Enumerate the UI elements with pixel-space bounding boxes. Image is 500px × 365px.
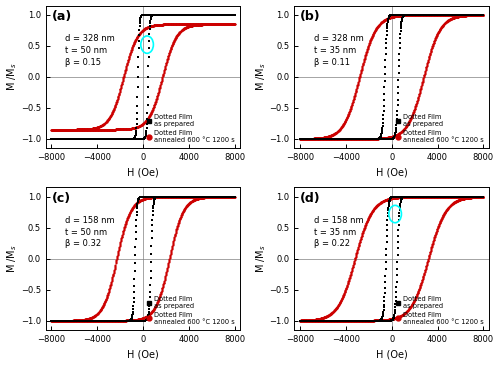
Text: (b): (b) [300, 10, 321, 23]
Y-axis label: M /M$_s$: M /M$_s$ [254, 244, 268, 273]
Text: d = 328 nm
t = 35 nm
β = 0.11: d = 328 nm t = 35 nm β = 0.11 [314, 34, 364, 67]
Y-axis label: M /M$_s$: M /M$_s$ [254, 62, 268, 91]
Legend: Dotted Film
as prepared, Dotted Film
annealed 600 °C 1200 s: Dotted Film as prepared, Dotted Film ann… [392, 112, 486, 146]
X-axis label: H (Oe): H (Oe) [376, 349, 408, 360]
Text: (c): (c) [52, 192, 70, 205]
Y-axis label: M /M$_s$: M /M$_s$ [6, 244, 20, 273]
Text: d = 328 nm
t = 50 nm
β = 0.15: d = 328 nm t = 50 nm β = 0.15 [65, 34, 115, 67]
Legend: Dotted Film
as prepared, Dotted Film
annealed 600 °C 1200 s: Dotted Film as prepared, Dotted Film ann… [144, 112, 238, 146]
Legend: Dotted Film
as prepared, Dotted Film
annealed 600 °C 1200 s: Dotted Film as prepared, Dotted Film ann… [392, 293, 486, 327]
Y-axis label: M /M$_s$: M /M$_s$ [6, 62, 20, 91]
Text: d = 158 nm
t = 35 nm
β = 0.22: d = 158 nm t = 35 nm β = 0.22 [314, 216, 364, 249]
Text: (d): (d) [300, 192, 321, 205]
Legend: Dotted Film
as prepared, Dotted Film
annealed 600 °C 1200 s: Dotted Film as prepared, Dotted Film ann… [144, 293, 238, 327]
Text: (a): (a) [52, 10, 72, 23]
Text: d = 158 nm
t = 50 nm
β = 0.32: d = 158 nm t = 50 nm β = 0.32 [65, 216, 115, 249]
X-axis label: H (Oe): H (Oe) [376, 168, 408, 178]
X-axis label: H (Oe): H (Oe) [127, 168, 159, 178]
X-axis label: H (Oe): H (Oe) [127, 349, 159, 360]
